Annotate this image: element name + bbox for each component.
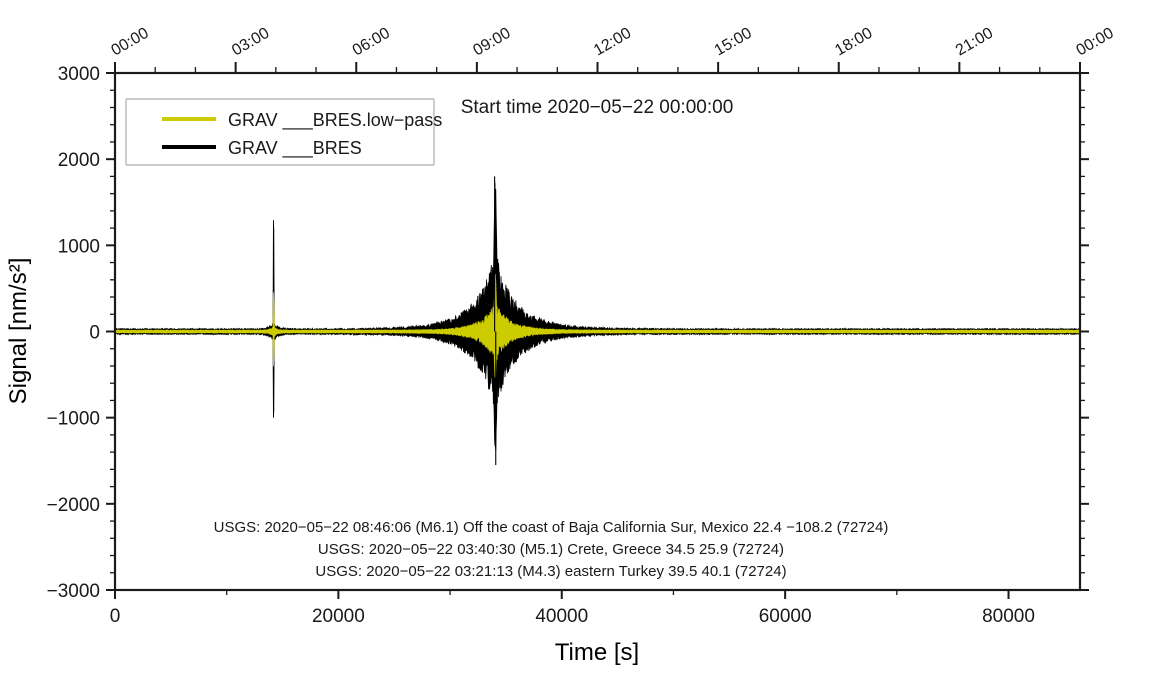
y-tick-label: −1000 (47, 409, 100, 430)
usgs-annotations: USGS: 2020−05−22 08:46:06 (M6.1) Off the… (214, 519, 889, 580)
legend-label-low-pass: GRAV ___BRES.low−pass (228, 110, 442, 131)
y-tick-label: 2000 (58, 150, 100, 171)
usgs-annotation-line-3: USGS: 2020−05−22 03:21:13 (M4.3) eastern… (315, 563, 786, 580)
y-tick-label: 3000 (58, 64, 100, 85)
y-tick-label: −3000 (47, 581, 100, 602)
x-tick-label: 0 (110, 606, 121, 627)
usgs-annotation-line-2: USGS: 2020−05−22 03:40:30 (M5.1) Crete, … (318, 541, 784, 558)
plot-title: Start time 2020−05−22 00:00:00 (461, 97, 734, 118)
usgs-annotation-line-1: USGS: 2020−05−22 08:46:06 (M6.1) Off the… (214, 519, 889, 536)
legend-label-broadband: GRAV ___BRES (228, 138, 362, 159)
top-axis-ticks (114, 62, 1081, 73)
x-tick-label: 80000 (982, 606, 1035, 627)
y-tick-label: −2000 (47, 495, 100, 516)
y-tick-label: 0 (89, 323, 100, 344)
trace-low-pass (115, 274, 1080, 379)
y-tick-label: 1000 (58, 236, 100, 257)
x-axis-title: Time [s] (555, 639, 639, 666)
signal-traces (115, 176, 1080, 466)
plot-frame (113, 71, 1082, 592)
x-tick-label: 60000 (759, 606, 812, 627)
x-tick-label: 20000 (312, 606, 365, 627)
left-axis-labels: 3000 2000 1000 0 −1000 −2000 −3000 (47, 64, 100, 602)
trace-broadband (115, 182, 1080, 451)
y-axis-title: Signal [nm/s²] (5, 258, 32, 405)
legend[interactable]: GRAV ___BRES.low−pass GRAV ___BRES (125, 98, 442, 166)
x-tick-label: 40000 (535, 606, 588, 627)
bottom-axis-labels: 0 20000 40000 60000 80000 (110, 606, 1035, 627)
